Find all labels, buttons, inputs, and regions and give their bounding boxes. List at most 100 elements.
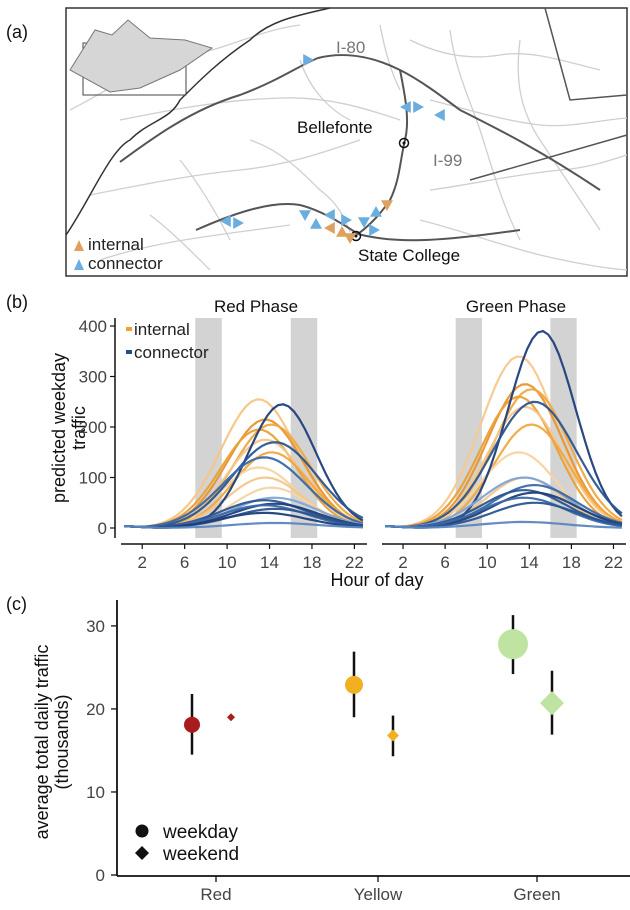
- local-road: [409, 39, 601, 71]
- facet-title: Red Phase: [214, 297, 298, 316]
- b-xlabel: Hour of day: [330, 570, 423, 590]
- inset-region: [69, 19, 214, 93]
- local-road: [89, 139, 361, 196]
- x-tick-label: 6: [440, 553, 449, 572]
- b-ylabel-line1: predicted weekday: [49, 353, 69, 503]
- label-i99: I-99: [433, 151, 462, 170]
- x-tick-label: 2: [398, 553, 407, 572]
- connector-sensor: [303, 54, 314, 66]
- connector-sensor: [220, 215, 231, 227]
- x-tick-label: 6: [180, 553, 189, 572]
- connector-series-line: [124, 521, 363, 530]
- legend-weekend-label: weekend: [162, 844, 239, 865]
- connector-sensor: [434, 109, 445, 121]
- panel-label-a: (a): [6, 22, 28, 42]
- highway-us322: [195, 203, 521, 242]
- weekend-point: [227, 713, 235, 722]
- legend-internal-label-b: internal: [134, 320, 190, 339]
- c-y-tick-label: 10: [86, 783, 105, 802]
- internal-sensor: [324, 222, 335, 234]
- connector-sensor: [413, 101, 424, 113]
- state-college-marker-dot: [354, 234, 358, 238]
- c-y-tick-label: 30: [86, 617, 105, 636]
- connector-sensor: [299, 210, 311, 221]
- traffic-profile-panel: predicted weekday traffic Hour of day 0 1…: [49, 297, 626, 590]
- b-y-tick-label: 400: [79, 317, 107, 336]
- local-roads: [69, 24, 628, 271]
- legend-weekend-marker: [135, 846, 149, 860]
- weekday-point: [345, 675, 363, 694]
- legend-connector-marker: [74, 259, 84, 270]
- b-y-tick-label: 200: [79, 418, 107, 437]
- b-y-tick-label: 300: [79, 368, 107, 387]
- connector-series-line: [124, 456, 364, 529]
- panel-label-b: (b): [6, 292, 28, 312]
- x-tick-label: 22: [604, 553, 623, 572]
- c-ylabel-line2: (thousands): [52, 694, 72, 789]
- weekday-point: [184, 716, 200, 733]
- local-road: [429, 99, 628, 127]
- facet-red-phase: Red Phase 2 6 10 14 18 22: [121, 297, 367, 572]
- local-road: [449, 29, 521, 241]
- connector-sensor: [233, 217, 244, 229]
- x-tick-label: 22: [345, 553, 364, 572]
- local-road: [419, 219, 628, 271]
- local-road: [119, 97, 401, 121]
- label-bellefonte: Bellefonte: [297, 118, 373, 137]
- facet-green-phase: Green Phase 2 6 10 14 18 22: [382, 297, 626, 572]
- bellefonte-marker: [398, 137, 410, 149]
- daily-traffic-panel: average total daily traffic (thousands) …: [32, 600, 630, 904]
- x-tick-label: 14: [520, 553, 539, 572]
- c-ylabel-line1: average total daily traffic: [32, 645, 52, 840]
- x-tick-label: 10: [478, 553, 497, 572]
- connector-sensor: [369, 224, 380, 236]
- b-legend: internal connector: [126, 320, 209, 362]
- weekday-point: [498, 629, 528, 660]
- c-axes: 0 10 20 30 Red Yellow Green: [86, 600, 630, 904]
- traffic-sensors: [220, 54, 445, 244]
- legend-internal-marker: [74, 240, 84, 251]
- b-y-tick-label: 100: [79, 469, 107, 488]
- internal-sensor: [344, 233, 356, 244]
- x-tick-label: 18: [302, 553, 321, 572]
- c-y-tick-label: 20: [86, 700, 105, 719]
- connector-sensor: [310, 218, 322, 229]
- connector-series-line: [385, 520, 622, 529]
- county-boundary: [65, 7, 331, 236]
- legend-weekday-label: weekday: [162, 822, 238, 843]
- b-y-axis: 0 100 200 300 400: [79, 317, 116, 538]
- local-road: [517, 39, 601, 231]
- x-tick-label: 10: [218, 553, 237, 572]
- c-x-tick-label: Green: [513, 885, 560, 904]
- x-tick-label: 14: [260, 553, 279, 572]
- legend-internal-label: internal: [88, 235, 144, 254]
- label-i80: I-80: [336, 38, 365, 57]
- map-panel: I-80 I-99 Bellefonte State College inter…: [65, 7, 628, 277]
- local-road: [299, 59, 351, 121]
- connector-sensor: [358, 217, 370, 228]
- label-state-college: State College: [358, 246, 460, 265]
- x-tick-label: 18: [562, 553, 581, 572]
- b-y-tick-label: 0: [98, 519, 107, 538]
- weekend-point: [387, 729, 399, 742]
- internal-sensor: [381, 200, 393, 211]
- highway-i80: [119, 54, 601, 191]
- local-road: [179, 159, 231, 241]
- x-tick-label: 2: [137, 553, 146, 572]
- connector-sensor: [400, 101, 411, 113]
- c-x-tick-label: Red: [200, 885, 231, 904]
- county-boundary: [544, 7, 628, 101]
- legend-weekday-marker: [135, 824, 149, 838]
- legend-connector-swatch: [126, 350, 132, 354]
- local-road: [149, 214, 211, 271]
- connector-sensor: [370, 206, 382, 217]
- inset-map: [69, 19, 214, 96]
- legend-connector-label: connector: [88, 254, 163, 273]
- legend-connector-label-b: connector: [134, 343, 209, 362]
- legend-internal-swatch: [126, 327, 132, 331]
- c-x-tick-label: Yellow: [354, 885, 403, 904]
- local-road: [379, 24, 401, 91]
- connector-sensor: [341, 214, 352, 226]
- internal-series-line: [385, 395, 623, 529]
